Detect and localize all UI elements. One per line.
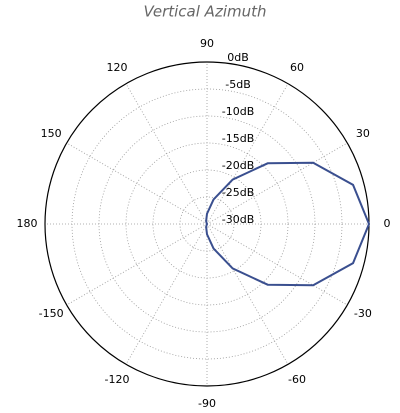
chart-title: Vertical Azimuth bbox=[143, 3, 266, 21]
r-tick-label: 0dB bbox=[227, 51, 249, 64]
grid-spoke bbox=[125, 223, 208, 365]
r-tick-label: -25dB bbox=[222, 186, 255, 199]
theta-tick-label: 30 bbox=[356, 127, 370, 140]
theta-tick-label: 90 bbox=[200, 37, 214, 50]
pattern-line bbox=[205, 161, 371, 287]
grid-spoke bbox=[206, 83, 289, 225]
r-tick-label: -5dB bbox=[225, 78, 251, 91]
theta-tick-label: -120 bbox=[105, 373, 130, 386]
theta-tick-label: 0 bbox=[384, 217, 391, 230]
theta-tick-label: -90 bbox=[198, 397, 216, 410]
grid-spoke bbox=[125, 83, 208, 225]
r-tick-label: -15dB bbox=[222, 132, 255, 145]
grid-spoke bbox=[206, 223, 289, 365]
theta-tick-label: 120 bbox=[107, 61, 128, 74]
theta-tick-label: 60 bbox=[290, 61, 304, 74]
r-tick-label: -30dB bbox=[222, 213, 255, 226]
grid-spoke bbox=[206, 223, 348, 306]
theta-tick-label: 180 bbox=[17, 217, 38, 230]
theta-tick-label: -30 bbox=[354, 307, 372, 320]
theta-tick-label: 150 bbox=[41, 127, 62, 140]
r-tick-label: -10dB bbox=[222, 105, 255, 118]
r-tick-label: -20dB bbox=[222, 159, 255, 172]
grid-spoke bbox=[66, 223, 208, 306]
grid-spoke bbox=[206, 142, 348, 225]
theta-tick-label: -150 bbox=[39, 307, 64, 320]
grid-spoke bbox=[66, 142, 208, 225]
theta-tick-label: -60 bbox=[288, 373, 306, 386]
